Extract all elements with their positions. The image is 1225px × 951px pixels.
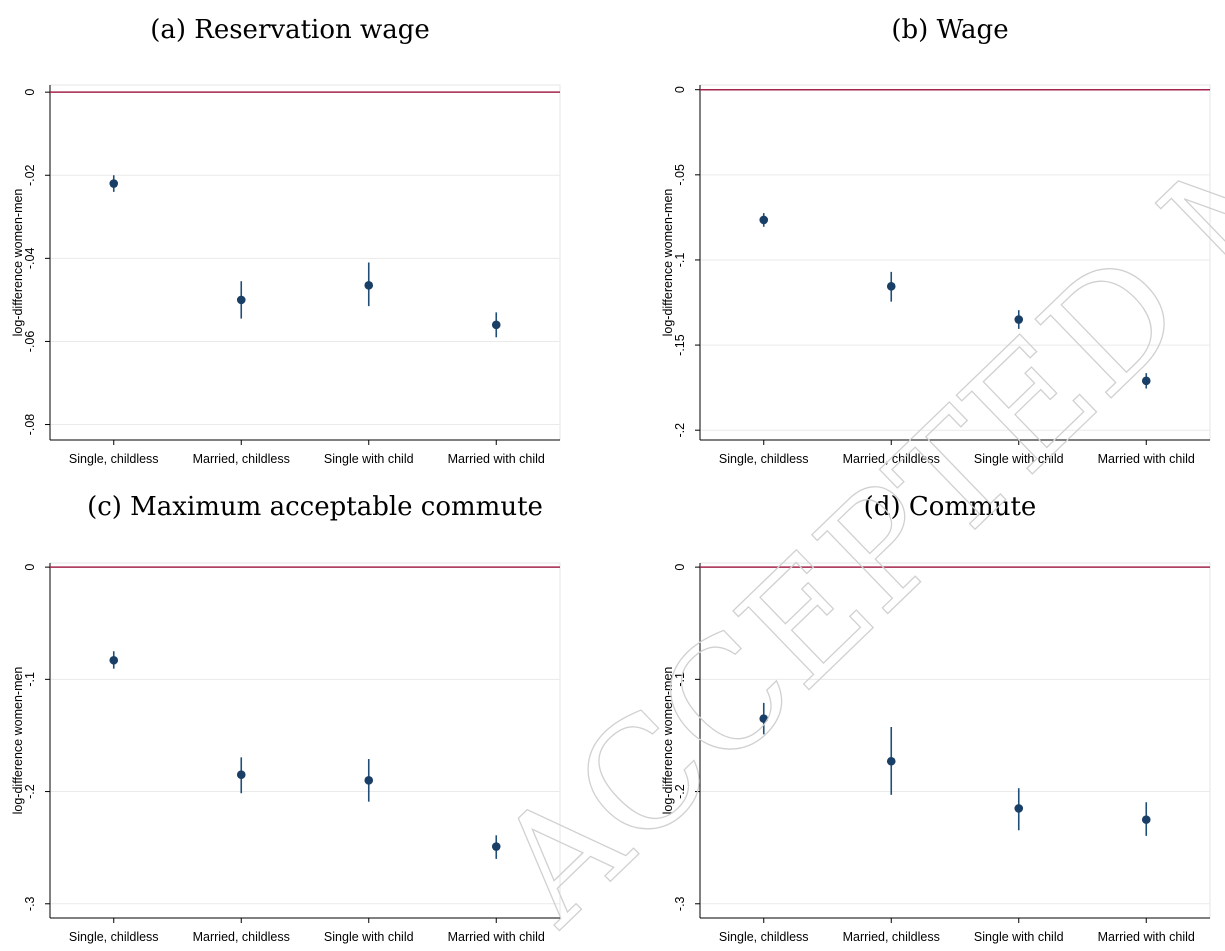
chart-panels: (a) Reservation wage 0 -.02 -.04 -.06 -.08 log…: [11, 15, 1211, 944]
chart-panel-1: (b) Wage 0 -.05 -.1 -.15 -.2 log-difference wo…: [661, 15, 1211, 466]
y-tick-label: -.06: [23, 331, 37, 353]
y-tick-label: -.2: [673, 423, 687, 438]
y-tick-label: -.1: [673, 672, 687, 687]
y-tick-label: -.08: [23, 414, 37, 436]
estimate-point: [364, 776, 374, 785]
estimate-point: [109, 179, 119, 188]
y-tick-label: 0: [673, 564, 687, 571]
estimate-point: [236, 295, 246, 305]
y-axis-label: log-difference women-men: [11, 667, 25, 815]
x-tick-label: Married, childless: [193, 930, 290, 944]
estimate-point: [1141, 376, 1151, 386]
y-tick-label: 0: [23, 564, 37, 571]
estimate-point: [491, 320, 501, 330]
plot-area: [699, 84, 1211, 441]
y-tick-label: -.1: [673, 253, 687, 268]
panel-title: (b) Wage: [891, 15, 1008, 45]
x-tick-label: Married, childless: [843, 452, 940, 466]
chart-panel-3: (d) Commute 0 -.1 -.2 -.3 log-difference wome…: [661, 492, 1211, 944]
estimate-point: [1014, 804, 1024, 813]
x-tick-label: Married, childless: [193, 452, 290, 466]
estimate-point: [236, 770, 246, 780]
y-axis-label: log-difference women-men: [661, 189, 675, 337]
y-tick-label: -.02: [23, 164, 37, 186]
y-tick-label: -.05: [673, 164, 687, 186]
chart-panel-2: (c) Maximum acceptable commute 0 -.1 -.2 -.3…: [11, 492, 561, 944]
panel-title: (a) Reservation wage: [150, 15, 430, 45]
estimate-point: [1141, 815, 1151, 824]
plot-area: [699, 562, 1211, 919]
estimate-point: [759, 714, 769, 723]
estimate-point: [886, 282, 896, 291]
plot-area: [49, 562, 561, 919]
x-tick-label: Single, childless: [719, 452, 809, 466]
estimate-point: [491, 842, 501, 851]
x-tick-label: Married, childless: [843, 930, 940, 944]
x-tick-label: Single with child: [324, 930, 414, 944]
x-tick-label: Single, childless: [69, 930, 159, 944]
x-tick-label: Single with child: [974, 930, 1064, 944]
x-tick-label: Single with child: [974, 452, 1064, 466]
y-tick-label: -.15: [673, 334, 687, 356]
plot-area: [49, 84, 561, 441]
x-tick-label: Single with child: [324, 452, 414, 466]
y-tick-label: -.2: [23, 784, 37, 799]
x-tick-label: Married with child: [1098, 452, 1195, 466]
x-tick-label: Single, childless: [69, 452, 159, 466]
estimate-point: [886, 756, 896, 766]
x-tick-label: Married with child: [1098, 930, 1195, 944]
x-tick-label: Single, childless: [719, 930, 809, 944]
estimate-point: [1014, 315, 1024, 324]
y-tick-label: -.2: [673, 784, 687, 799]
y-tick-label: -.3: [673, 896, 687, 911]
panel-title: (c) Maximum acceptable commute: [87, 492, 543, 522]
x-tick-label: Married with child: [448, 930, 545, 944]
y-tick-label: -.3: [23, 896, 37, 911]
y-tick-label: 0: [673, 86, 687, 93]
chart-panel-0: (a) Reservation wage 0 -.02 -.04 -.06 -.08 log…: [11, 15, 561, 466]
panel-title: (d) Commute: [864, 492, 1037, 522]
y-axis-label: log-difference women-men: [11, 189, 25, 337]
estimate-point: [759, 215, 769, 225]
y-tick-label: 0: [23, 89, 37, 96]
y-tick-label: -.04: [23, 248, 37, 270]
x-tick-label: Married with child: [448, 452, 545, 466]
estimate-point: [364, 281, 374, 290]
estimate-point: [109, 655, 119, 665]
y-axis-label: log-difference women-men: [661, 667, 675, 815]
y-tick-label: -.1: [23, 672, 37, 687]
